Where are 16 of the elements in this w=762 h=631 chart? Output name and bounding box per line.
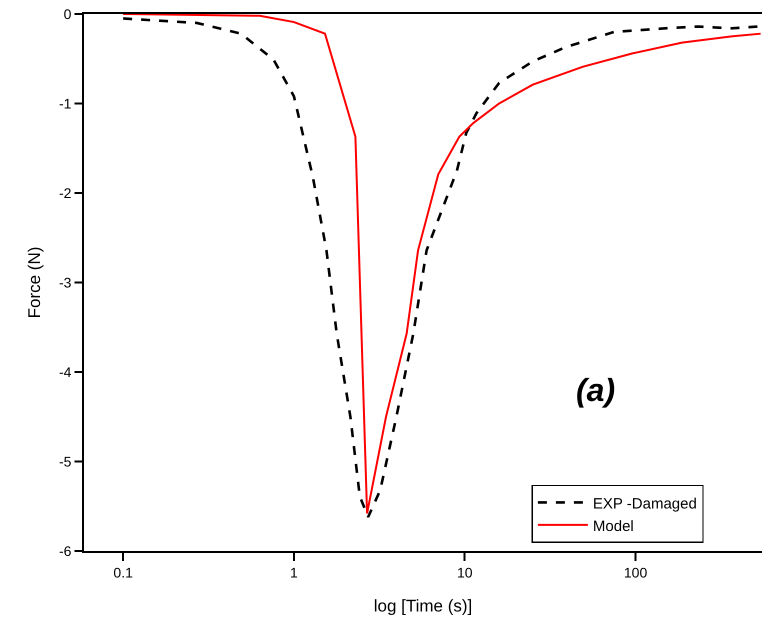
y-tick-label: -3 — [58, 274, 72, 290]
y-tick-label: -5 — [58, 453, 72, 470]
y-tick-label: -4 — [58, 364, 72, 380]
legend-label: Model — [592, 518, 634, 535]
y-tick-label: -2 — [58, 184, 72, 201]
y-tick-label: -6 — [58, 542, 72, 559]
y-tick-label: 0 — [64, 6, 72, 22]
legend-label: EXP -Damaged — [592, 495, 697, 512]
x-tick-label: 1 — [290, 564, 298, 581]
x-tick-label: 0.1 — [113, 564, 134, 581]
x-tick-label: 100 — [624, 564, 648, 581]
x-axis-title: log [Time (s)] — [374, 596, 472, 616]
y-tick-label: -1 — [58, 95, 72, 112]
annotation: (a) — [576, 372, 616, 408]
y-axis-title: Force (N) — [25, 246, 44, 318]
x-tick-label: 10 — [456, 564, 473, 581]
